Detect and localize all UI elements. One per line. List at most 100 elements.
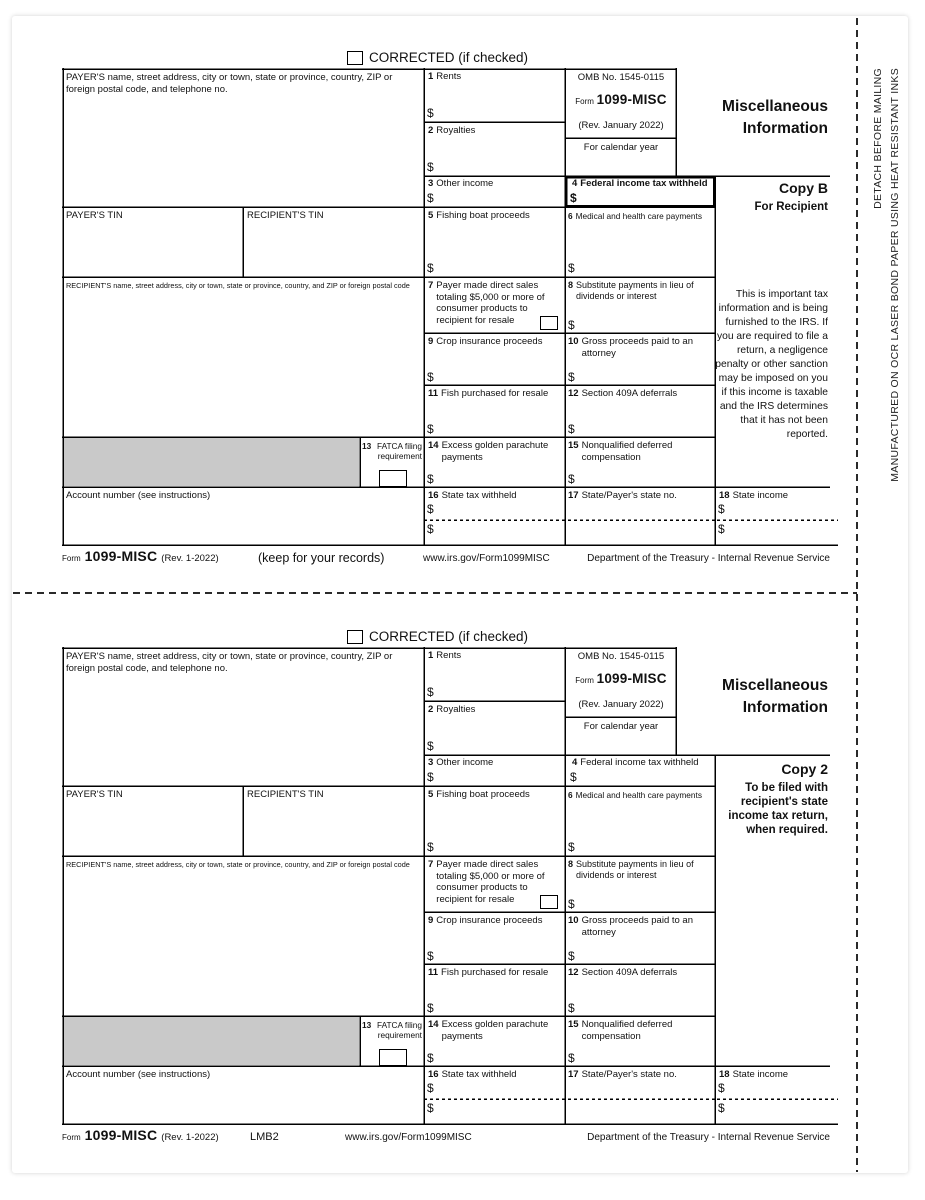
box-8-substitute-payments: 8 Substitute payments in lieu of dividend…	[568, 280, 694, 301]
footer-department: Department of the Treasury - Internal Re…	[587, 553, 830, 564]
shaded-area	[63, 438, 359, 486]
dollar-sign: $	[568, 370, 575, 384]
footer-form-id: Form 1099-MISC (Rev. 1-2022)	[62, 1127, 219, 1143]
dollar-sign: $	[427, 472, 434, 486]
manufactured-note: MANUFACTURED ON OCR LASER BOND PAPER USI…	[889, 68, 901, 482]
dollar-sign: $	[568, 1001, 575, 1015]
box-9-crop-insurance: 9 Crop insurance proceeds	[428, 915, 543, 926]
dollar-sign: $	[427, 160, 434, 174]
box-15-nonqualified-deferred: 15 Nonqualified deferred compensation	[568, 440, 673, 463]
dollar-sign: $	[427, 739, 434, 753]
box-4-federal-income-tax-withheld: 4 Federal income tax withheld	[572, 178, 708, 189]
account-number-field[interactable]: Account number (see instructions)	[66, 490, 211, 501]
box-12-409a-deferrals: 12 Section 409A deferrals	[568, 388, 678, 399]
form-title-line2: Information	[742, 699, 828, 716]
box-14-golden-parachute: 14 Excess golden parachute payments	[428, 440, 549, 463]
footer-form-id: Form 1099-MISC (Rev. 1-2022)	[62, 548, 219, 564]
dollar-sign: $	[427, 949, 434, 963]
copy-designation: Copy B	[779, 180, 828, 196]
recipient-info-field[interactable]: RECIPIENT'S name, street address, city o…	[66, 281, 410, 290]
form-title-line1: Miscellaneous	[722, 98, 828, 115]
dollar-sign: $	[568, 472, 575, 486]
revision-date: (Rev. January 2022)	[578, 699, 664, 710]
direct-sales-checkbox[interactable]	[540, 316, 558, 330]
box-15-nonqualified-deferred: 15 Nonqualified deferred compensation	[568, 1019, 673, 1042]
detach-note: DETACH BEFORE MAILING	[872, 68, 884, 209]
corrected-checkbox[interactable]	[347, 630, 363, 644]
footer-irs-url[interactable]: www.irs.gov/Form1099MISC	[345, 1132, 472, 1143]
payer-info-field[interactable]: PAYER'S name, street address, city or to…	[66, 72, 393, 95]
dollar-sign: $	[427, 1081, 434, 1095]
dollar-sign: $	[427, 1051, 434, 1065]
dollar-sign: $	[427, 370, 434, 384]
payer-tin-field[interactable]: PAYER'S TIN	[66, 789, 123, 800]
box-11-fish-purchased: 11 Fish purchased for resale	[428, 967, 549, 978]
dollar-sign: $	[718, 1101, 725, 1115]
box-16-state-tax-withheld: 16 State tax withheld	[428, 490, 517, 501]
dollar-sign: $	[427, 422, 434, 436]
dollar-sign: $	[718, 522, 725, 536]
copy-designation: Copy 2	[781, 761, 828, 777]
box-8-substitute-payments: 8 Substitute payments in lieu of dividend…	[568, 859, 694, 880]
box-13-fatca: 13 FATCA filing requirement	[362, 441, 422, 461]
box-18-state-income: 18 State income	[719, 490, 789, 501]
form-grid	[62, 68, 838, 546]
form-1099-misc-copy-b: CORRECTED (if checked)	[62, 50, 842, 580]
dollar-sign: $	[568, 949, 575, 963]
box-12-409a-deferrals: 12 Section 409A deferrals	[568, 967, 678, 978]
box-17-state-payer-no: 17 State/Payer's state no.	[568, 490, 677, 501]
footer-keep-note: (keep for your records)	[258, 551, 385, 565]
form-title-line1: Miscellaneous	[722, 677, 828, 694]
dollar-sign: $	[427, 685, 434, 699]
corrected-checkbox[interactable]	[347, 51, 363, 65]
dollar-sign: $	[427, 1101, 434, 1115]
box-3-other-income: 3 Other income	[428, 757, 494, 768]
paper-sheet	[12, 16, 908, 1173]
box-13-fatca: 13 FATCA filing requirement	[362, 1020, 422, 1040]
calendar-year-label: For calendar year	[583, 142, 659, 153]
form-number-header: Form 1099-MISC	[575, 671, 667, 686]
recipient-tin-field[interactable]: RECIPIENT'S TIN	[247, 789, 324, 800]
box-2-royalties: 2 Royalties	[428, 704, 476, 715]
dollar-sign: $	[568, 897, 575, 911]
dollar-sign: $	[718, 502, 725, 516]
box-14-golden-parachute: 14 Excess golden parachute payments	[428, 1019, 549, 1042]
copy-recipient-label: For Recipient	[754, 201, 828, 213]
corrected-label: CORRECTED (if checked)	[369, 50, 529, 65]
box-2-royalties: 2 Royalties	[428, 125, 476, 136]
dollar-sign: $	[427, 502, 434, 516]
vertical-perforation-line	[856, 18, 858, 1172]
box-6-medical-health-payments: 6 Medical and health care payments	[568, 790, 702, 800]
footer-irs-url[interactable]: www.irs.gov/Form1099MISC	[423, 553, 550, 564]
dollar-sign: $	[568, 318, 575, 332]
dollar-sign: $	[718, 1081, 725, 1095]
omb-number: OMB No. 1545-0115	[577, 72, 665, 83]
box-3-other-income: 3 Other income	[428, 178, 494, 189]
recipient-tin-field[interactable]: RECIPIENT'S TIN	[247, 210, 324, 221]
box-1-rents: 1 Rents	[428, 71, 462, 82]
box-1-rents: 1 Rents	[428, 650, 462, 661]
payer-tin-field[interactable]: PAYER'S TIN	[66, 210, 123, 221]
fatca-checkbox[interactable]	[379, 470, 407, 487]
dollar-sign: $	[427, 840, 434, 854]
box-5-fishing-boat-proceeds: 5 Fishing boat proceeds	[428, 789, 530, 800]
dollar-sign: $	[427, 191, 434, 205]
recipient-info-field[interactable]: RECIPIENT'S name, street address, city o…	[66, 860, 410, 869]
dollar-sign: $	[568, 422, 575, 436]
account-number-field[interactable]: Account number (see instructions)	[66, 1069, 211, 1080]
box-9-crop-insurance: 9 Crop insurance proceeds	[428, 336, 543, 347]
shaded-area	[63, 1017, 359, 1065]
box-10-gross-proceeds-attorney: 10 Gross proceeds paid to an attorney	[568, 336, 694, 359]
copy-filing-note: To be filed with recipient's state incom…	[728, 782, 828, 836]
dollar-sign: $	[427, 522, 434, 536]
fatca-checkbox[interactable]	[379, 1049, 407, 1066]
payer-info-field[interactable]: PAYER'S name, street address, city or to…	[66, 651, 393, 674]
revision-date: (Rev. January 2022)	[578, 120, 664, 131]
direct-sales-checkbox[interactable]	[540, 895, 558, 909]
box-7-direct-sales: 7 Payer made direct sales totaling $5,000…	[428, 280, 545, 326]
dollar-sign: $	[427, 770, 434, 784]
form-number-header: Form 1099-MISC	[575, 92, 667, 107]
dollar-sign: $	[427, 106, 434, 120]
calendar-year-label: For calendar year	[583, 721, 659, 732]
box-10-gross-proceeds-attorney: 10 Gross proceeds paid to an attorney	[568, 915, 694, 938]
